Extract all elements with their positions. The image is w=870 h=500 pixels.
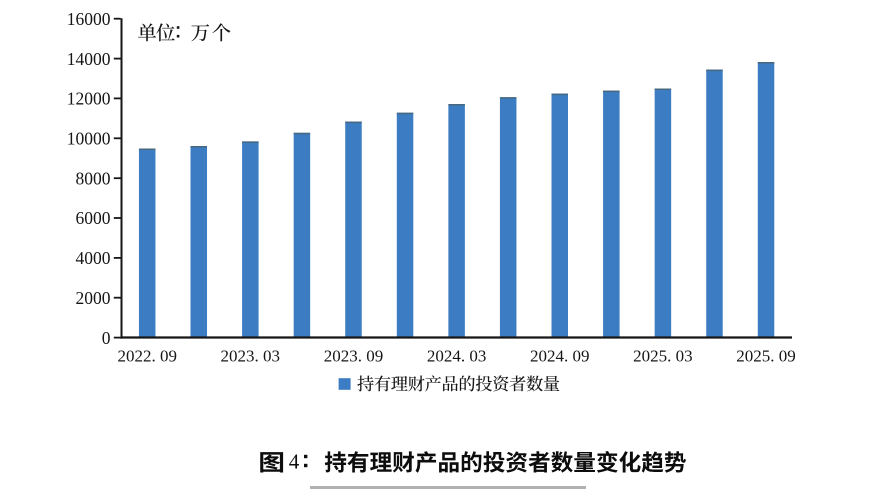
svg-text:6000: 6000 <box>76 208 111 228</box>
svg-text:2023. 03: 2023. 03 <box>221 347 281 366</box>
svg-text:2024. 03: 2024. 03 <box>427 347 487 366</box>
svg-text:4: 4 <box>289 450 300 474</box>
svg-text:2022. 09: 2022. 09 <box>117 347 177 366</box>
svg-text:0: 0 <box>102 328 111 348</box>
svg-text:14000: 14000 <box>67 49 111 69</box>
svg-text:2024. 09: 2024. 09 <box>530 347 590 366</box>
svg-text:2000: 2000 <box>76 288 111 308</box>
svg-text:4000: 4000 <box>76 248 111 268</box>
svg-text:8000: 8000 <box>76 168 111 188</box>
svg-text:10000: 10000 <box>67 129 111 149</box>
svg-text:2025. 03: 2025. 03 <box>633 347 693 366</box>
svg-text:2025. 09: 2025. 09 <box>736 347 796 366</box>
svg-text:2023. 09: 2023. 09 <box>324 347 384 366</box>
svg-text:16000: 16000 <box>67 9 111 29</box>
svg-text:12000: 12000 <box>67 89 111 109</box>
